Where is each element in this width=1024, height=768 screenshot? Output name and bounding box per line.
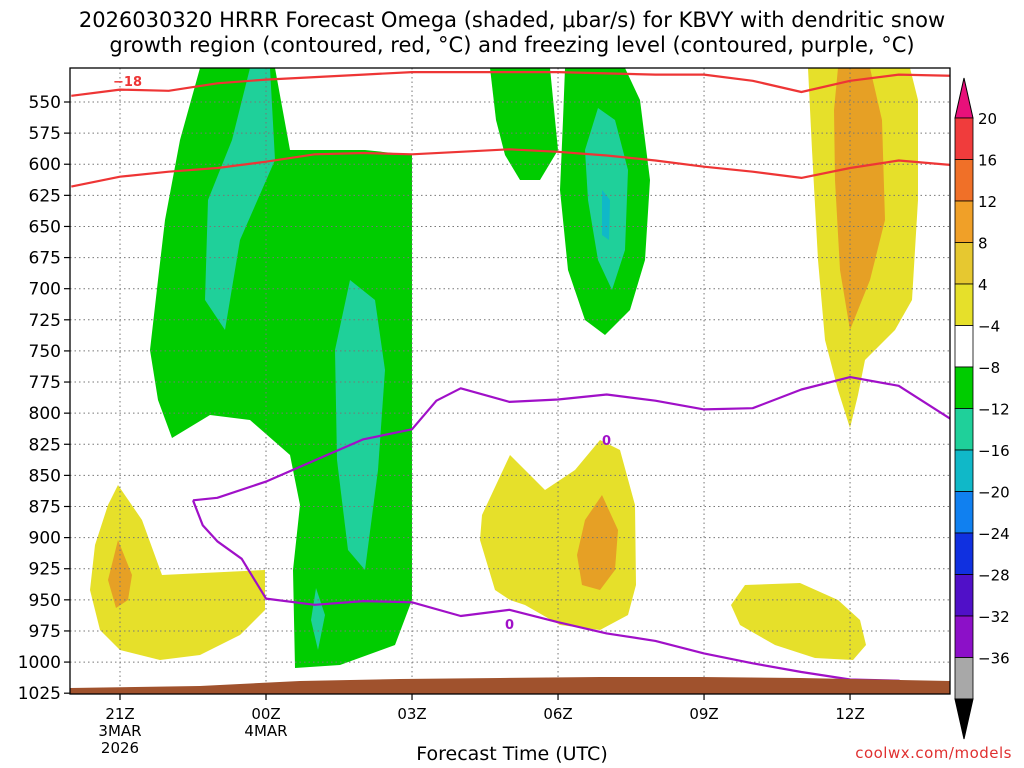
- plot-frame: [69, 67, 951, 695]
- y-tick-label: 600: [29, 155, 61, 175]
- freezing-level-upper-contour: [192, 376, 950, 502]
- freezing-contour-label-upper: 0: [602, 434, 611, 449]
- chart-title-line-1: 2026030320 HRRR Forecast Omega (shaded, …: [78, 8, 946, 32]
- colorbar-label: −4: [978, 318, 1000, 336]
- x-tick-label: 03Z: [397, 705, 426, 723]
- colorbar-top-arrow: [954, 77, 974, 119]
- grid: [70, 68, 950, 694]
- y-tick-label: 900: [29, 529, 61, 549]
- y-tick-label: 700: [29, 280, 61, 300]
- dgz-contour-label: −18: [113, 75, 142, 90]
- y-tick-label: 550: [29, 93, 61, 113]
- colorbar-label: 12: [978, 193, 997, 211]
- colorbar-label: 4: [978, 276, 988, 294]
- colorbar-swatch: [954, 408, 974, 451]
- freezing-contour-label-lower: 0: [505, 618, 514, 633]
- y-tick-label: 800: [29, 404, 61, 424]
- colorbar-label: −8: [978, 359, 1000, 377]
- omega-teal-region-mid: [335, 280, 385, 570]
- y-tick-label: 1025: [18, 684, 61, 704]
- dgz-upper-contour: [71, 71, 950, 97]
- colorbar-label: −24: [978, 525, 1010, 543]
- y-tick-label: 875: [29, 497, 61, 517]
- omega-teal-region-low: [311, 588, 325, 650]
- x-tick-label: 3MAR: [98, 722, 141, 740]
- colorbar-swatch: [954, 491, 974, 534]
- x-tick-label: 21Z: [105, 705, 134, 723]
- colorbar-label: 16: [978, 152, 997, 170]
- y-tick-label: 850: [29, 466, 61, 486]
- x-tick-label: 00Z: [251, 705, 280, 723]
- x-axis-label: Forecast Time (UTC): [416, 743, 608, 765]
- contours: [71, 71, 950, 686]
- colorbar-swatch: [954, 657, 974, 700]
- colorbar-swatch: [954, 283, 974, 326]
- omega-teal-region-west: [205, 68, 275, 330]
- omega-yellow-region-southeast: [731, 583, 866, 660]
- terrain-surface: [70, 677, 950, 694]
- colorbar-label: −16: [978, 442, 1010, 460]
- omega-orange-region-south: [577, 495, 618, 590]
- colorbar-swatch: [954, 159, 974, 202]
- y-tick-label: 950: [29, 591, 61, 611]
- x-tick-label: 06Z: [543, 705, 572, 723]
- y-tick-label: 575: [29, 124, 61, 144]
- colorbar-swatch: [954, 449, 974, 492]
- x-tick-label: 12Z: [835, 705, 864, 723]
- omega-shading: [90, 68, 918, 668]
- y-tick-label: 675: [29, 249, 61, 269]
- dgz-lower-contour: [71, 148, 950, 188]
- freezing-level-lower-contour: [191, 499, 909, 686]
- colorbar: 20 16 12 8 4 −4 −8 −12 −16 −20 −24 −28 −32 −36: [954, 77, 1010, 740]
- y-tick-label: 1000: [18, 653, 61, 673]
- colorbar-swatch: [954, 366, 974, 409]
- colorbar-label: −28: [978, 567, 1010, 585]
- colorbar-swatch: [954, 325, 974, 368]
- y-tick-label: 650: [29, 217, 61, 237]
- colorbar-label: −20: [978, 484, 1010, 502]
- y-axis: 550 575 600 625 650 675 700 725 750 775 800 825 850 8…: [18, 93, 70, 704]
- x-tick-label: 4MAR: [244, 722, 287, 740]
- colorbar-swatch: [954, 242, 974, 285]
- y-tick-label: 975: [29, 622, 61, 642]
- colorbar-bottom-arrow: [954, 698, 974, 740]
- omega-cyan-region-east: [602, 190, 610, 240]
- omega-orange-region-southwest: [108, 540, 132, 608]
- x-tick-label: 09Z: [689, 705, 718, 723]
- colorbar-swatch: [954, 117, 974, 160]
- y-tick-label: 625: [29, 186, 61, 206]
- x-tick-label: 2026: [101, 739, 139, 757]
- colorbar-swatch: [954, 200, 974, 243]
- plot-area: [70, 68, 950, 694]
- colorbar-label: −12: [978, 401, 1010, 419]
- y-tick-label: 725: [29, 311, 61, 331]
- omega-green-region-top: [490, 68, 558, 180]
- colorbar-swatch: [954, 532, 974, 575]
- credit-link[interactable]: coolwx.com/models: [855, 744, 1012, 762]
- y-tick-label: 775: [29, 373, 61, 393]
- contour-labels: −18 0 0: [113, 75, 611, 633]
- colorbar-label: 20: [978, 110, 997, 128]
- colorbar-label: −36: [978, 650, 1010, 668]
- omega-yellow-region-southwest: [90, 485, 265, 660]
- y-tick-label: 825: [29, 435, 61, 455]
- y-tick-label: 750: [29, 342, 61, 362]
- chart-title-line-2: growth region (contoured, red, °C) and f…: [109, 33, 915, 57]
- colorbar-label: 8: [978, 235, 988, 253]
- colorbar-swatch: [954, 574, 974, 617]
- colorbar-label: −32: [978, 608, 1010, 626]
- y-tick-label: 925: [29, 560, 61, 580]
- colorbar-swatch: [954, 615, 974, 658]
